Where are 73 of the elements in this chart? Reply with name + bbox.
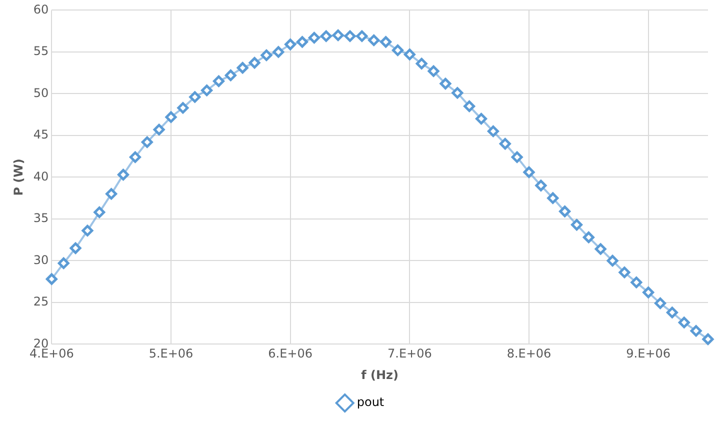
point <box>296 36 308 48</box>
point <box>272 46 284 58</box>
point <box>356 30 368 42</box>
point <box>118 168 130 180</box>
point <box>380 36 392 48</box>
x-tick-label: 6.E+06 <box>268 346 313 361</box>
point <box>58 257 70 269</box>
point <box>284 38 296 50</box>
legend-label: pout <box>356 395 384 410</box>
y-tick-label: 25 <box>33 294 49 309</box>
point <box>630 276 642 288</box>
point <box>404 48 416 60</box>
point <box>678 316 690 328</box>
y-tick-label: 30 <box>33 252 49 267</box>
point <box>320 30 332 42</box>
point <box>368 34 380 46</box>
point <box>606 254 618 266</box>
point <box>344 30 356 42</box>
point <box>392 44 404 56</box>
point <box>582 232 594 244</box>
x-tick-label: 4.E+06 <box>29 346 74 361</box>
point <box>464 100 476 112</box>
y-tick-label: 45 <box>33 128 49 142</box>
y-tick-label: 60 <box>33 2 49 16</box>
y-tick-label: 40 <box>33 169 49 184</box>
point <box>570 219 582 231</box>
point <box>476 113 488 124</box>
point <box>487 126 499 138</box>
point <box>547 192 559 204</box>
point <box>153 124 165 136</box>
point <box>224 70 236 82</box>
point <box>212 75 224 87</box>
point <box>106 188 118 200</box>
point <box>70 242 82 254</box>
point <box>416 58 428 70</box>
y-tick-label: 55 <box>33 44 49 58</box>
point <box>332 30 344 41</box>
point <box>141 136 153 148</box>
x-tick-label: 9.E+06 <box>626 346 671 361</box>
point <box>594 243 606 255</box>
point <box>177 102 189 114</box>
point <box>511 151 523 163</box>
point <box>189 91 201 103</box>
point <box>82 224 94 236</box>
x-tick-label: 5.E+06 <box>148 346 194 361</box>
point <box>129 151 141 163</box>
x-tick-label: 8.E+06 <box>506 346 552 361</box>
point <box>452 87 464 99</box>
point <box>428 65 440 77</box>
point <box>559 206 571 218</box>
point <box>46 273 58 285</box>
point <box>260 50 272 62</box>
point <box>618 266 630 278</box>
point <box>165 111 177 123</box>
y-tick-label: 50 <box>33 86 49 100</box>
point <box>248 57 260 69</box>
point <box>499 138 511 150</box>
y-axis-title: P (W) <box>11 158 26 196</box>
point <box>236 62 248 74</box>
point <box>690 325 702 337</box>
point <box>94 206 106 218</box>
point <box>201 84 213 96</box>
point <box>666 306 678 318</box>
point <box>440 78 452 90</box>
x-axis-title: f (Hz) <box>361 368 399 382</box>
x-tick-label: 7.E+06 <box>387 346 432 361</box>
point <box>654 298 666 310</box>
y-tick-label: 35 <box>33 211 49 226</box>
point <box>523 166 535 178</box>
point <box>642 286 654 298</box>
point <box>535 180 547 192</box>
point <box>308 32 320 44</box>
point <box>702 333 714 345</box>
